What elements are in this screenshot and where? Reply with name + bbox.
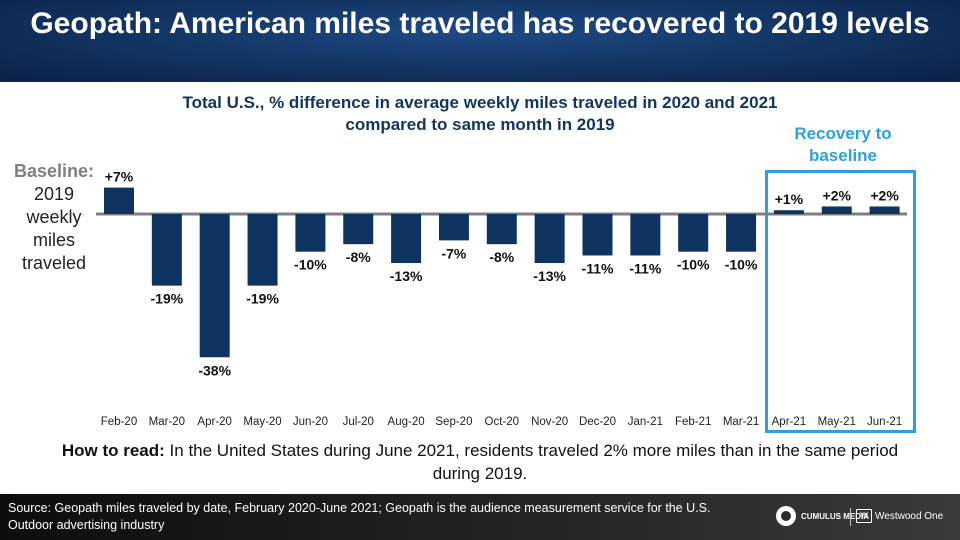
- bar-jun-20: [295, 214, 326, 252]
- x-tick-jun-20: Jun-20: [293, 416, 328, 428]
- data-label-jan-21: -11%: [629, 260, 661, 276]
- data-label-dec-20: -11%: [582, 260, 614, 276]
- bar-may-21: [821, 206, 852, 214]
- x-tick-jan-21: Jan-21: [628, 416, 663, 428]
- cumulus-media-logo: CUMULUS MEDIA: [776, 506, 869, 526]
- x-tick-feb-21: Feb-21: [675, 416, 711, 428]
- page-title: Geopath: American miles traveled has rec…: [30, 7, 930, 40]
- x-tick-apr-21: Apr-21: [772, 416, 807, 428]
- x-tick-may-20: May-20: [243, 416, 281, 428]
- data-label-may-20: -19%: [246, 291, 279, 307]
- cumulus-logo-icon: [776, 506, 796, 526]
- source-note: Source: Geopath miles traveled by date, …: [8, 501, 711, 532]
- bar-jun-21: [869, 206, 900, 214]
- bar-mar-21: [726, 214, 757, 252]
- data-label-jun-21: +2%: [870, 187, 899, 203]
- x-tick-oct-20: Oct-20: [485, 416, 520, 428]
- recovery-highlight-box: [765, 170, 916, 433]
- westwood-one-logo: W Westwood One: [856, 509, 943, 523]
- data-label-nov-20: -13%: [533, 268, 566, 284]
- bar-aug-20: [391, 214, 422, 264]
- data-label-feb-21: -10%: [677, 257, 710, 273]
- bar-sep-20: [438, 214, 469, 241]
- logo-divider: [850, 508, 851, 526]
- data-label-mar-21: -10%: [725, 257, 758, 273]
- x-tick-jul-20: Jul-20: [343, 416, 374, 428]
- bar-may-20: [247, 214, 278, 286]
- bar-oct-20: [486, 214, 517, 245]
- x-tick-aug-20: Aug-20: [388, 416, 425, 428]
- data-label-may-21: +2%: [823, 187, 852, 203]
- data-label-mar-20: -19%: [151, 291, 184, 307]
- recovery-label: Recovery to baseline: [794, 124, 892, 165]
- data-label-oct-20: -8%: [489, 249, 514, 265]
- bar-mar-20: [151, 214, 182, 286]
- data-label-aug-20: -13%: [390, 268, 423, 284]
- bar-feb-21: [678, 214, 709, 252]
- x-tick-dec-20: Dec-20: [579, 416, 616, 428]
- data-label-jul-20: -8%: [346, 249, 371, 265]
- baseline-label-bold: Baseline:: [13, 161, 95, 181]
- x-tick-mar-21: Mar-21: [723, 416, 759, 428]
- chart-subtitle: Total U.S., % difference in average week…: [182, 93, 778, 134]
- bar-jan-21: [630, 214, 661, 256]
- title-banner: Geopath: American miles traveled has rec…: [0, 0, 960, 82]
- how-to-read: How to read: In the United States during…: [40, 439, 920, 485]
- baseline-label: Baseline: 2019 weekly miles traveled: [4, 160, 104, 275]
- x-tick-may-21: May-21: [818, 416, 856, 428]
- x-tick-mar-20: Mar-20: [149, 416, 185, 428]
- data-label-sep-20: -7%: [441, 245, 466, 261]
- data-label-apr-21: +1%: [775, 191, 804, 207]
- bar-nov-20: [534, 214, 565, 264]
- x-tick-sep-20: Sep-20: [435, 416, 472, 428]
- cumulus-logo-text: CUMULUS MEDIA: [801, 511, 869, 521]
- how-to-read-lead: How to read:: [61, 441, 165, 460]
- x-tick-jun-21: Jun-21: [867, 416, 902, 428]
- westwood-logo-text: Westwood One: [875, 510, 944, 522]
- bar-jul-20: [343, 214, 374, 245]
- bar-apr-21: [773, 210, 804, 214]
- bar-apr-20: [199, 214, 230, 358]
- bar-feb-20: [104, 187, 134, 214]
- bar-chart: +7% Feb-20 -19% Mar-20 -38% Apr-20 -19% May-20 -…: [96, 169, 907, 428]
- how-to-read-text: In the United States during June 2021, r…: [169, 441, 899, 483]
- footer: Source: Geopath miles traveled by date, …: [0, 494, 960, 540]
- x-tick-nov-20: Nov-20: [531, 416, 568, 428]
- x-tick-feb-20: Feb-20: [101, 416, 137, 428]
- westwood-logo-icon: W: [856, 509, 872, 523]
- data-label-apr-20: -38%: [198, 362, 231, 378]
- baseline-label-text: 2019 weekly miles traveled: [21, 184, 87, 273]
- data-label-feb-20: +7%: [105, 169, 134, 185]
- data-label-jun-20: -10%: [294, 257, 327, 273]
- x-tick-apr-20: Apr-20: [197, 416, 232, 428]
- bar-dec-20: [582, 214, 613, 256]
